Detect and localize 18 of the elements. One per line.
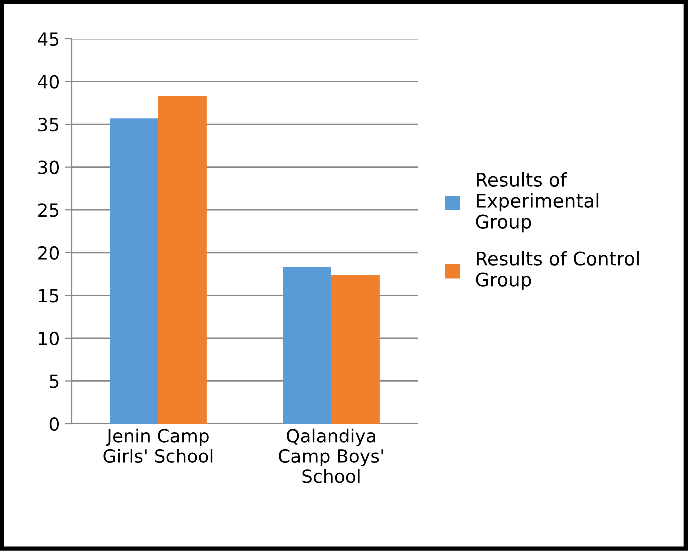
y-tick-label: 45 (38, 32, 59, 46)
y-tick-label: 15 (39, 289, 59, 303)
bar (283, 267, 332, 424)
y-tick-label: 40 (38, 75, 59, 89)
legend-label: Results of Experimental Group (476, 172, 599, 233)
bar (110, 118, 158, 424)
legend-label: Results of Control Group (476, 251, 639, 291)
bar (158, 96, 207, 424)
x-tick-label: Jenin Camp Girls' School (104, 428, 213, 464)
y-tick-label: 20 (38, 246, 59, 260)
bar (332, 275, 380, 424)
y-tick-label: 35 (38, 118, 59, 132)
y-tick-label: 25 (38, 204, 59, 218)
y-tick-label: 10 (39, 332, 59, 346)
y-tick-label: 30 (38, 160, 59, 174)
y-tick-label: 0 (50, 417, 59, 432)
y-tick-label: 5 (50, 374, 59, 388)
x-tick-label: Qalandiya Camp Boys' School (279, 428, 384, 484)
